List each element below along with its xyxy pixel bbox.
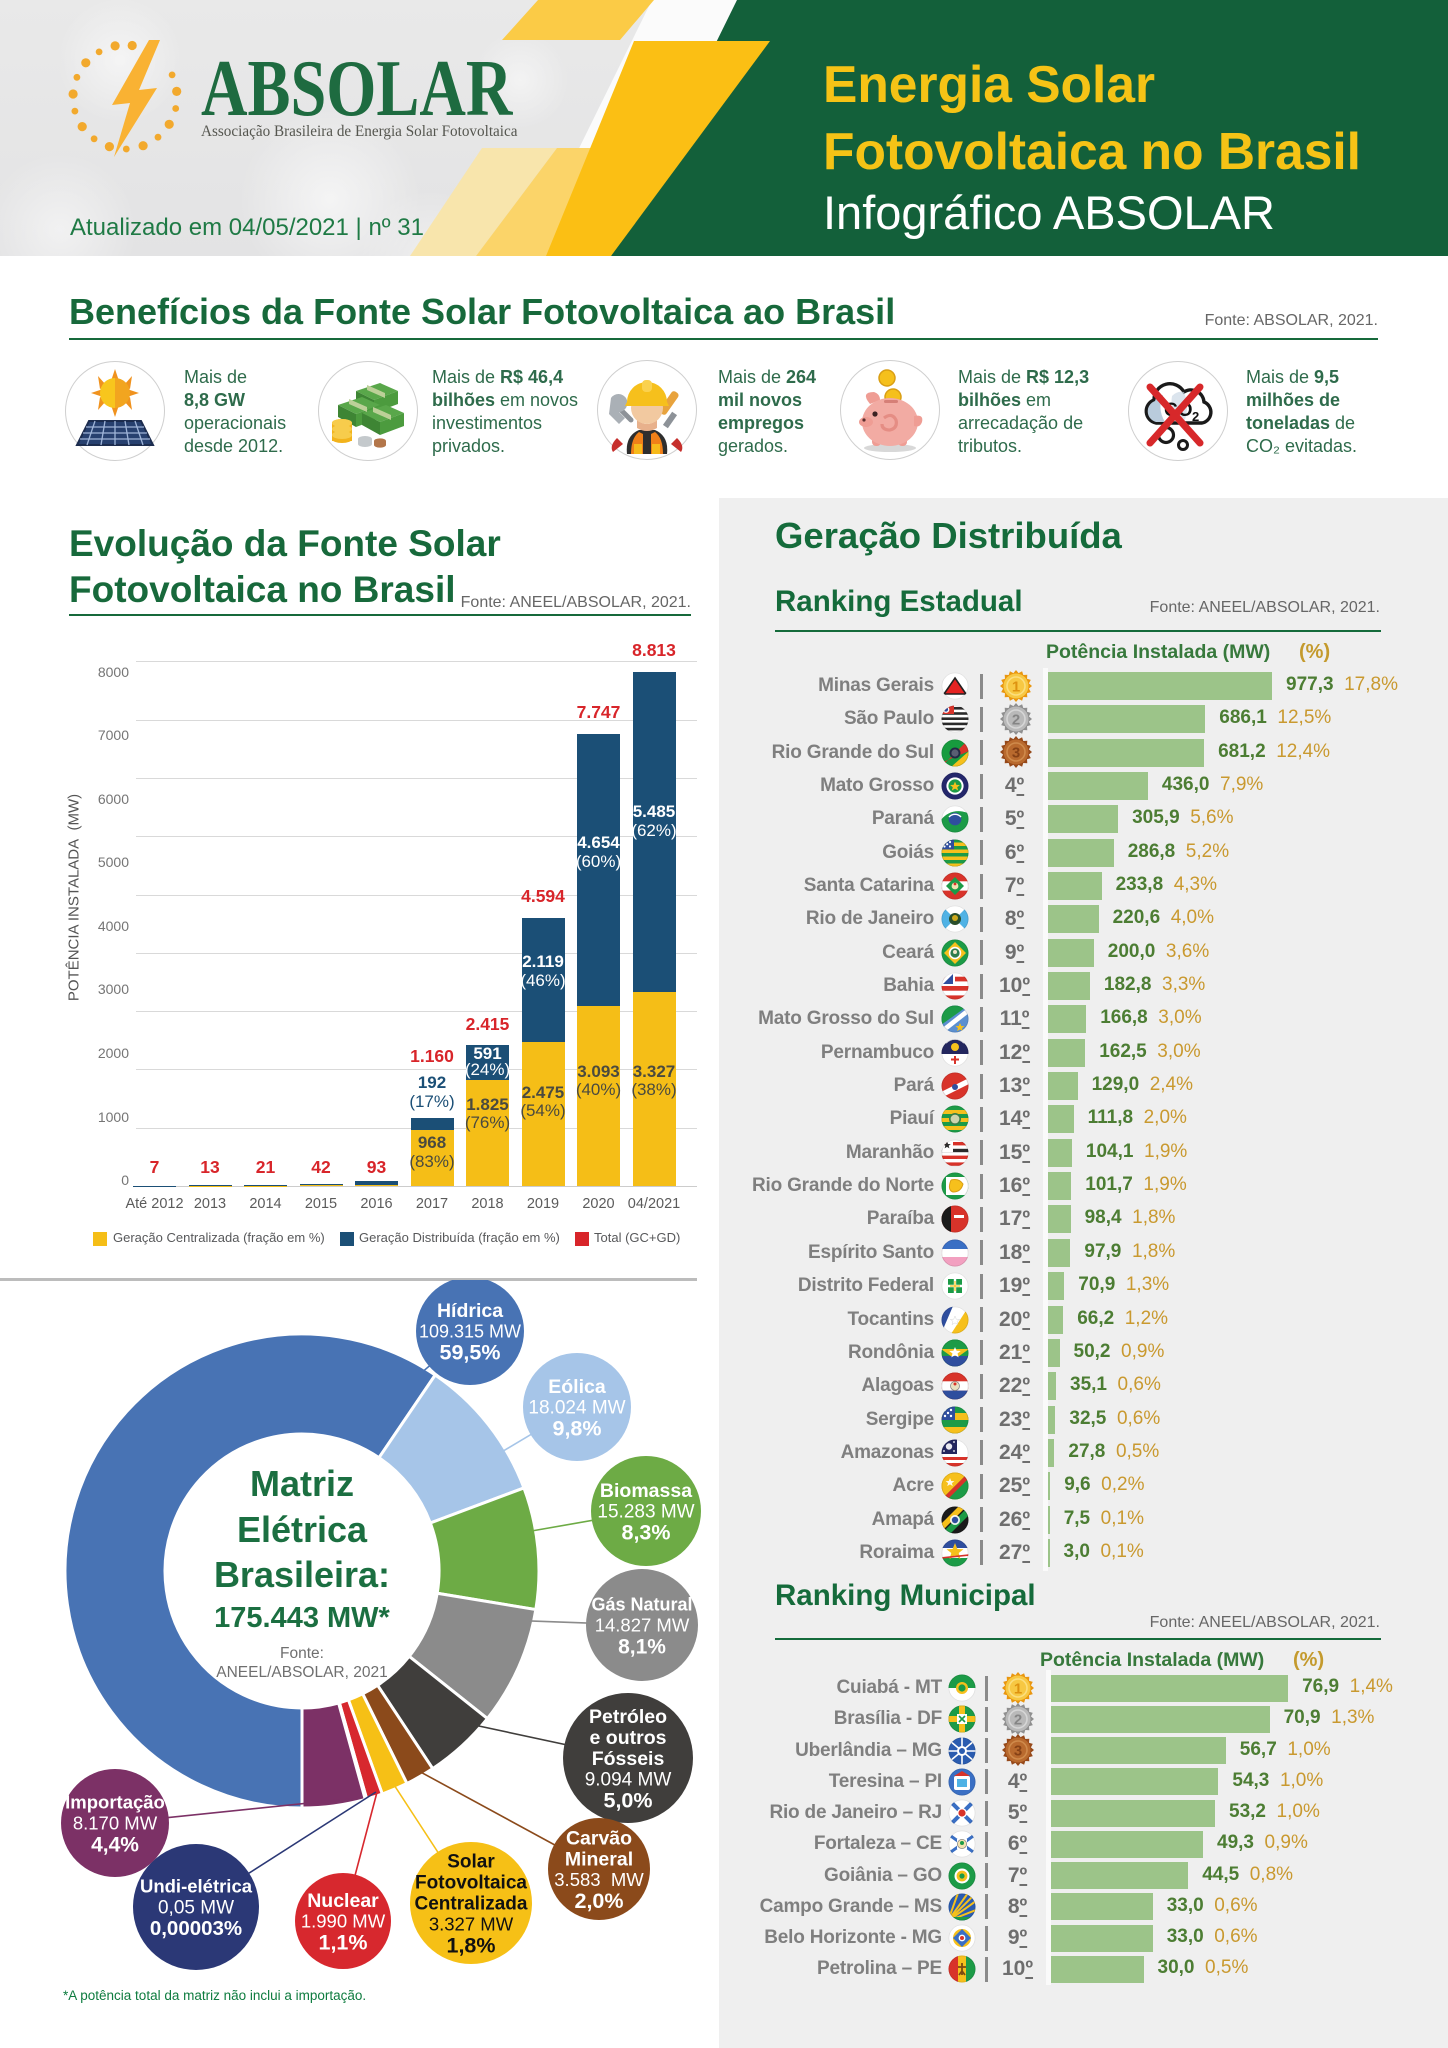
svg-text:1,1%: 1,1% — [318, 1931, 367, 1955]
svg-text:Petróleo: Petróleo — [589, 1706, 667, 1728]
svg-text:Nuclear: Nuclear — [307, 1890, 379, 1912]
svg-text:8.170 MW: 8.170 MW — [73, 1813, 158, 1834]
svg-text:1: 1 — [1014, 1680, 1022, 1697]
svg-text:0,05 MW: 0,05 MW — [158, 1898, 234, 1919]
svg-text:8,1%: 8,1% — [618, 1635, 666, 1658]
svg-text:3.327 MW: 3.327 MW — [429, 1914, 514, 1935]
svg-text:14.827 MW: 14.827 MW — [595, 1615, 690, 1636]
svg-text:3: 3 — [1014, 1742, 1022, 1759]
svg-text:0,00003%: 0,00003% — [150, 1917, 242, 1940]
svg-text:109.315 MW: 109.315 MW — [419, 1321, 521, 1341]
svg-text:Carvão: Carvão — [566, 1827, 632, 1849]
svg-text:Mineral: Mineral — [565, 1848, 633, 1870]
svg-text:4,4%: 4,4% — [91, 1833, 139, 1856]
svg-text:Biomassa: Biomassa — [600, 1480, 692, 1502]
svg-text:1: 1 — [1012, 678, 1020, 695]
svg-text:Centralizada: Centralizada — [415, 1894, 528, 1915]
svg-text:Hídrica: Hídrica — [437, 1300, 503, 1322]
svg-text:18.024 MW: 18.024 MW — [528, 1398, 625, 1419]
svg-text:3.583 MW: 3.583 MW — [554, 1869, 644, 1890]
svg-text:1.990 MW: 1.990 MW — [301, 1911, 386, 1932]
svg-text:Importação: Importação — [65, 1792, 165, 1813]
svg-text:59,5%: 59,5% — [440, 1341, 501, 1365]
svg-text:5,0%: 5,0% — [603, 1789, 652, 1813]
svg-text:2: 2 — [1012, 711, 1020, 728]
svg-text:Fósseis: Fósseis — [592, 1748, 665, 1770]
svg-text:8,3%: 8,3% — [621, 1521, 670, 1545]
svg-text:1,8%: 1,8% — [446, 1934, 495, 1958]
svg-text:9.094 MW: 9.094 MW — [585, 1770, 672, 1791]
svg-text:15.283 MW: 15.283 MW — [597, 1502, 694, 1523]
svg-text:e outros: e outros — [590, 1727, 667, 1749]
svg-text:Eólica: Eólica — [548, 1376, 606, 1398]
svg-text:2: 2 — [1014, 1711, 1022, 1728]
svg-text:Undi-elétrica: Undi-elétrica — [140, 1876, 253, 1897]
svg-text:2: 2 — [1192, 409, 1199, 424]
svg-text:Fotovoltaica: Fotovoltaica — [415, 1873, 527, 1894]
svg-text:3: 3 — [1012, 744, 1020, 761]
svg-text:Solar: Solar — [447, 1852, 495, 1873]
svg-text:2,0%: 2,0% — [574, 1889, 623, 1913]
svg-text:9,8%: 9,8% — [552, 1417, 601, 1441]
svg-text:Gás Natural: Gás Natural — [591, 1594, 692, 1614]
